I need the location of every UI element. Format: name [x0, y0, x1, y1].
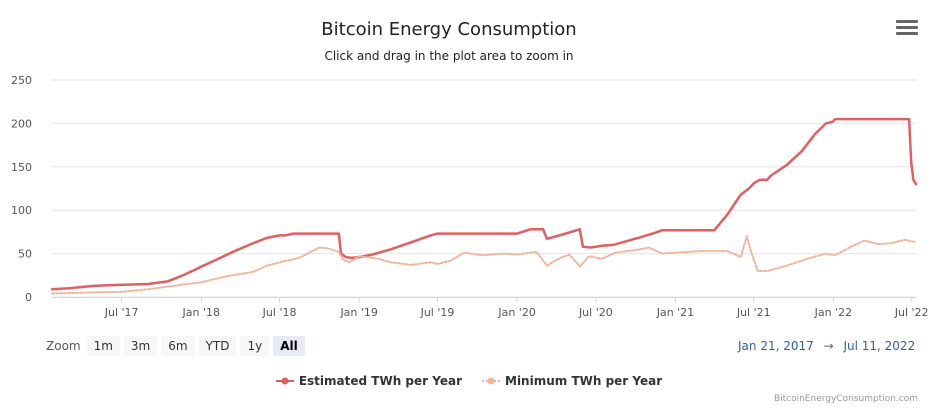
- x-tick-label: Jul '19: [420, 306, 455, 319]
- axes: 0 50 100 150 200 250 Jul '17 Jan '18 Jul '18 Jan …: [11, 74, 929, 319]
- x-tick-label: Jul '22: [894, 306, 929, 319]
- legend-item-estimated[interactable]: Estimated TWh per Year: [275, 374, 462, 388]
- chart-title: Bitcoin Energy Consumption: [321, 19, 576, 40]
- x-tick-label: Jan '21: [656, 306, 694, 319]
- x-tick-label: Jul '21: [736, 306, 771, 319]
- x-tick-label: Jan '18: [182, 306, 220, 319]
- legend: Estimated TWh per Year Minimum TWh per Y…: [0, 374, 938, 388]
- y-tick-label: 100: [11, 204, 32, 217]
- legend-marker-estimated: [275, 377, 294, 385]
- y-tick-label: 50: [18, 248, 32, 261]
- x-tick-label: Jan '22: [814, 306, 852, 319]
- series-line-minimum[interactable]: [51, 235, 917, 295]
- zoom-3m-button[interactable]: 3m: [123, 336, 158, 356]
- x-tick-label: Jan '19: [339, 306, 377, 319]
- grid-lines: [52, 79, 916, 298]
- range-selector: Zoom 1m 3m 6m YTD 1y All: [46, 336, 309, 356]
- date-from-input[interactable]: Jan 21, 2017: [738, 339, 814, 353]
- y-tick-label: 150: [11, 161, 32, 174]
- series-layer: [50, 117, 918, 295]
- y-tick-label: 250: [11, 74, 32, 87]
- date-to-input[interactable]: Jul 11, 2022: [843, 339, 916, 353]
- y-tick-label: 0: [25, 291, 32, 304]
- credit-link[interactable]: BitcoinEnergyConsumption.com: [773, 394, 918, 404]
- date-range-arrow: →: [823, 339, 834, 353]
- series-line-estimated[interactable]: [50, 117, 918, 291]
- legend-label-estimated: Estimated TWh per Year: [298, 374, 462, 388]
- x-tick-label: Jan '20: [497, 306, 535, 319]
- chart-area[interactable]: Bitcoin Energy Consumption Click and dra…: [0, 0, 938, 330]
- zoom-1m-button[interactable]: 1m: [86, 336, 120, 356]
- date-range-display: Jan 21, 2017 → Jul 11, 2022: [738, 339, 915, 353]
- legend-marker-minimum: [482, 377, 500, 385]
- chart-subtitle: Click and drag in the plot area to zoom …: [324, 49, 573, 63]
- legend-label-minimum: Minimum TWh per Year: [505, 374, 663, 388]
- zoom-1y-button[interactable]: 1y: [240, 336, 270, 356]
- zoom-ytd-button[interactable]: YTD: [198, 336, 237, 356]
- x-tick-label: Jul '17: [104, 306, 139, 319]
- x-tick-label: Jul '18: [262, 306, 297, 319]
- legend-item-minimum[interactable]: Minimum TWh per Year: [482, 374, 662, 388]
- x-tick-label: Jul '20: [578, 306, 613, 319]
- hamburger-menu-icon: [896, 20, 918, 23]
- y-tick-label: 200: [11, 117, 32, 130]
- zoom-label: Zoom: [46, 339, 81, 353]
- chart-menu-button[interactable]: [896, 20, 918, 38]
- zoom-all-button[interactable]: All: [273, 336, 305, 356]
- zoom-6m-button[interactable]: 6m: [161, 336, 195, 356]
